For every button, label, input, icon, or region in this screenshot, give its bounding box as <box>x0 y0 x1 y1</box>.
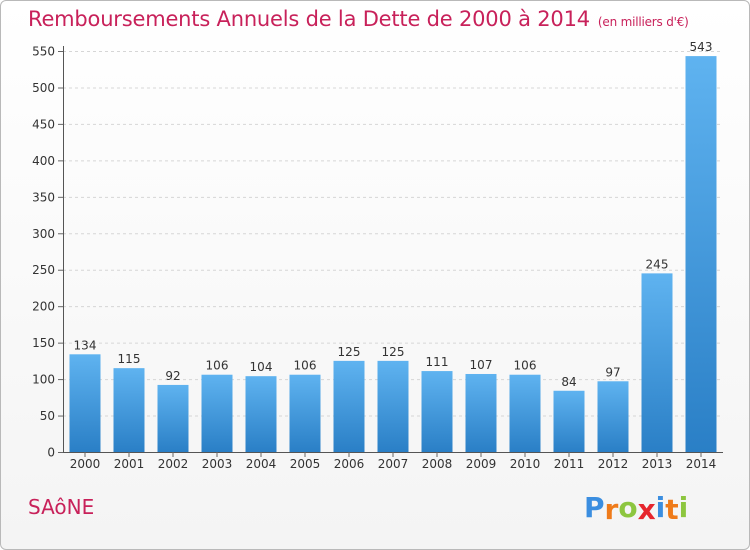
x-tick-label: 2012 <box>598 457 629 471</box>
data-label-2013: 245 <box>646 257 669 271</box>
x-tick-label: 2002 <box>158 457 189 471</box>
y-tick-label: 150 <box>32 336 55 350</box>
x-tick-label: 2007 <box>378 457 409 471</box>
commune-name: SAôNE <box>28 495 95 519</box>
x-tick-label: 2004 <box>246 457 277 471</box>
bar-2003 <box>201 374 233 452</box>
x-tick-label: 2008 <box>422 457 453 471</box>
bar-2012 <box>597 381 629 452</box>
logo-letter: o <box>618 491 638 524</box>
y-tick-label: 450 <box>32 117 55 131</box>
x-tick-label: 2003 <box>202 457 233 471</box>
data-label-2001: 115 <box>118 352 141 366</box>
logo-letter: i <box>655 491 666 524</box>
y-tick-label: 200 <box>32 300 55 314</box>
y-tick-label: 250 <box>32 263 55 277</box>
data-label-2004: 104 <box>250 360 273 374</box>
bar-2004 <box>245 376 277 452</box>
x-tick-label: 2001 <box>114 457 145 471</box>
chart-subtitle: (en milliers d'€) <box>597 15 689 29</box>
data-label-2010: 106 <box>514 359 537 373</box>
bar-2013 <box>641 273 673 452</box>
x-tick-label: 2000 <box>70 457 101 471</box>
data-label-2006: 125 <box>338 345 361 359</box>
data-label-2000: 134 <box>74 338 97 352</box>
x-tick-label: 2005 <box>290 457 321 471</box>
logo-letter: r <box>604 493 619 526</box>
y-tick-label: 300 <box>32 227 55 241</box>
data-label-2005: 106 <box>294 359 317 373</box>
data-label-2012: 97 <box>605 365 620 379</box>
chart-title: Remboursements Annuels de la Dette de 20… <box>28 7 689 31</box>
bar-2011 <box>553 390 585 452</box>
bar-2009 <box>465 373 497 452</box>
y-tick-label: 400 <box>32 154 55 168</box>
y-tick-label: 50 <box>40 409 55 423</box>
y-tick-label: 550 <box>32 45 55 59</box>
x-tick-label: 2013 <box>642 457 673 471</box>
bar-2010 <box>509 374 541 452</box>
logo-letter: x <box>637 493 656 526</box>
data-label-2014: 543 <box>690 40 713 54</box>
logo-letter: i <box>678 491 689 524</box>
logo-letter: P <box>584 491 605 524</box>
bar-2005 <box>289 374 321 452</box>
x-tick-label: 2011 <box>554 457 585 471</box>
x-tick-label: 2010 <box>510 457 541 471</box>
bar-2008 <box>421 371 453 452</box>
x-tick-label: 2009 <box>466 457 497 471</box>
y-tick-label: 100 <box>32 373 55 387</box>
y-tick-label: 0 <box>47 446 55 460</box>
data-label-2011: 84 <box>561 375 576 389</box>
bar-2007 <box>377 360 409 452</box>
x-tick-label: 2014 <box>686 457 717 471</box>
bar-2000 <box>69 354 101 452</box>
y-tick-label: 500 <box>32 81 55 95</box>
proxiti-logo: Proxiti <box>584 491 689 526</box>
data-label-2007: 125 <box>382 345 405 359</box>
data-label-2009: 107 <box>470 358 493 372</box>
y-tick-label: 350 <box>32 190 55 204</box>
bar-2006 <box>333 360 365 452</box>
chart-title-text: Remboursements Annuels de la Dette de 20… <box>28 7 590 31</box>
bar-2014 <box>685 56 717 452</box>
logo-letter: t <box>665 493 679 526</box>
x-tick-label: 2006 <box>334 457 365 471</box>
data-label-2008: 111 <box>426 355 449 369</box>
bar-2001 <box>113 368 145 452</box>
bar-2002 <box>157 384 189 452</box>
data-label-2003: 106 <box>206 359 229 373</box>
data-label-2002: 92 <box>165 369 180 383</box>
